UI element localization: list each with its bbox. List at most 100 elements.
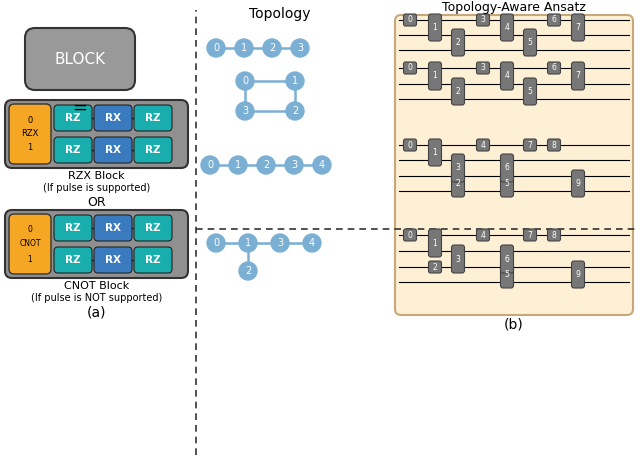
Text: 1: 1 bbox=[235, 160, 241, 170]
Circle shape bbox=[229, 156, 247, 174]
FancyBboxPatch shape bbox=[94, 137, 132, 163]
Text: 3: 3 bbox=[242, 106, 248, 116]
Text: 1: 1 bbox=[433, 238, 437, 248]
Text: =: = bbox=[72, 99, 88, 117]
FancyBboxPatch shape bbox=[500, 261, 513, 288]
Text: RX: RX bbox=[105, 255, 121, 265]
Text: 0: 0 bbox=[408, 63, 412, 73]
FancyBboxPatch shape bbox=[477, 14, 490, 26]
FancyBboxPatch shape bbox=[524, 139, 536, 151]
Text: 6: 6 bbox=[552, 63, 556, 73]
Text: 7: 7 bbox=[527, 140, 532, 150]
FancyBboxPatch shape bbox=[500, 245, 513, 273]
Text: 1: 1 bbox=[433, 148, 437, 157]
FancyBboxPatch shape bbox=[429, 261, 442, 273]
Text: 3: 3 bbox=[456, 163, 460, 173]
Text: 4: 4 bbox=[504, 23, 509, 32]
Text: 0: 0 bbox=[213, 43, 219, 53]
FancyBboxPatch shape bbox=[572, 261, 584, 288]
FancyBboxPatch shape bbox=[500, 62, 513, 90]
Text: 2: 2 bbox=[292, 106, 298, 116]
Text: 0: 0 bbox=[408, 231, 412, 239]
Text: 4: 4 bbox=[481, 231, 485, 239]
Text: 1: 1 bbox=[241, 43, 247, 53]
Text: RZ: RZ bbox=[145, 145, 161, 155]
Circle shape bbox=[286, 102, 304, 120]
FancyBboxPatch shape bbox=[134, 105, 172, 131]
FancyBboxPatch shape bbox=[403, 139, 417, 151]
Text: 2: 2 bbox=[245, 266, 251, 276]
Text: 3: 3 bbox=[456, 255, 460, 263]
FancyBboxPatch shape bbox=[25, 28, 135, 90]
FancyBboxPatch shape bbox=[94, 105, 132, 131]
Text: 1: 1 bbox=[433, 71, 437, 81]
Text: 5: 5 bbox=[527, 87, 532, 96]
FancyBboxPatch shape bbox=[524, 229, 536, 241]
Text: 2: 2 bbox=[456, 38, 460, 47]
Text: CNOT Block: CNOT Block bbox=[64, 281, 129, 291]
FancyBboxPatch shape bbox=[451, 245, 465, 273]
Circle shape bbox=[263, 39, 281, 57]
Circle shape bbox=[236, 72, 254, 90]
FancyBboxPatch shape bbox=[524, 78, 536, 105]
Text: CNOT: CNOT bbox=[19, 239, 41, 249]
Text: 3: 3 bbox=[297, 43, 303, 53]
FancyBboxPatch shape bbox=[395, 15, 633, 315]
Circle shape bbox=[285, 156, 303, 174]
Circle shape bbox=[239, 234, 257, 252]
FancyBboxPatch shape bbox=[429, 14, 442, 41]
Text: 5: 5 bbox=[504, 179, 509, 188]
FancyBboxPatch shape bbox=[134, 215, 172, 241]
Text: 3: 3 bbox=[481, 15, 485, 25]
Text: 0: 0 bbox=[242, 76, 248, 86]
Circle shape bbox=[257, 156, 275, 174]
Text: 0: 0 bbox=[408, 15, 412, 25]
FancyBboxPatch shape bbox=[5, 210, 188, 278]
Text: RZ: RZ bbox=[145, 223, 161, 233]
Text: 7: 7 bbox=[575, 23, 580, 32]
FancyBboxPatch shape bbox=[403, 62, 417, 74]
Text: 8: 8 bbox=[552, 231, 556, 239]
FancyBboxPatch shape bbox=[547, 229, 561, 241]
Text: RZ: RZ bbox=[65, 145, 81, 155]
FancyBboxPatch shape bbox=[477, 62, 490, 74]
FancyBboxPatch shape bbox=[477, 229, 490, 241]
Text: 7: 7 bbox=[527, 231, 532, 239]
Text: 3: 3 bbox=[481, 63, 485, 73]
FancyBboxPatch shape bbox=[429, 229, 442, 257]
Text: 1: 1 bbox=[28, 143, 33, 152]
FancyBboxPatch shape bbox=[500, 170, 513, 197]
Text: 2: 2 bbox=[263, 160, 269, 170]
Text: 6: 6 bbox=[504, 255, 509, 263]
Circle shape bbox=[236, 102, 254, 120]
Text: BLOCK: BLOCK bbox=[54, 51, 106, 67]
Circle shape bbox=[201, 156, 219, 174]
Text: 7: 7 bbox=[575, 71, 580, 81]
Text: 2: 2 bbox=[269, 43, 275, 53]
Text: 3: 3 bbox=[291, 160, 297, 170]
Text: 2: 2 bbox=[433, 263, 437, 271]
Circle shape bbox=[239, 262, 257, 280]
Circle shape bbox=[303, 234, 321, 252]
Circle shape bbox=[286, 72, 304, 90]
Circle shape bbox=[207, 39, 225, 57]
FancyBboxPatch shape bbox=[54, 137, 92, 163]
FancyBboxPatch shape bbox=[524, 29, 536, 56]
FancyBboxPatch shape bbox=[9, 104, 51, 164]
Text: RZ: RZ bbox=[145, 113, 161, 123]
FancyBboxPatch shape bbox=[9, 214, 51, 274]
FancyBboxPatch shape bbox=[451, 154, 465, 182]
Text: RX: RX bbox=[105, 223, 121, 233]
FancyBboxPatch shape bbox=[94, 215, 132, 241]
Text: 1: 1 bbox=[245, 238, 251, 248]
Text: RZX Block: RZX Block bbox=[68, 171, 125, 181]
Circle shape bbox=[235, 39, 253, 57]
Text: 5: 5 bbox=[504, 270, 509, 279]
Text: (b): (b) bbox=[504, 318, 524, 332]
Text: 1: 1 bbox=[292, 76, 298, 86]
Text: 0: 0 bbox=[28, 225, 33, 233]
FancyBboxPatch shape bbox=[5, 100, 188, 168]
FancyBboxPatch shape bbox=[451, 170, 465, 197]
FancyBboxPatch shape bbox=[500, 154, 513, 182]
Circle shape bbox=[291, 39, 309, 57]
